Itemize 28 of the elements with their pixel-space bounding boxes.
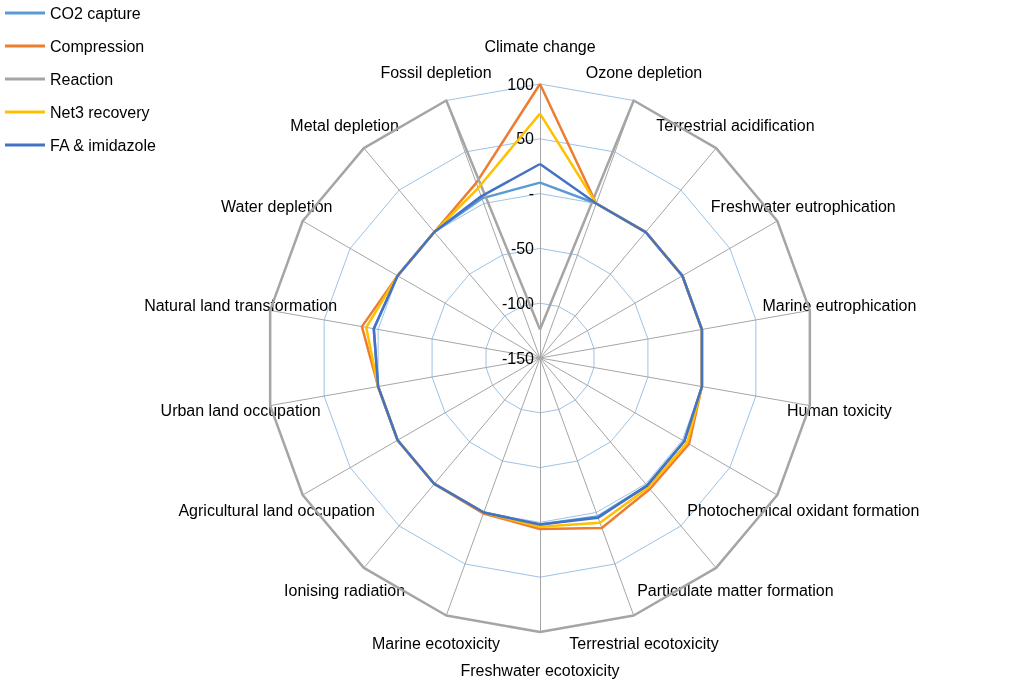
spoke-label: Ozone depletion [585, 63, 703, 81]
spoke-label: Freshwater eutrophication [710, 197, 896, 215]
spoke-label: Metal depletion [290, 116, 399, 134]
legend-label: Reaction [50, 70, 114, 88]
y-tick-label: -100 [501, 294, 535, 312]
legend-label: Net3 recovery [50, 103, 150, 121]
spoke-label: Freshwater ecotoxicity [460, 661, 620, 679]
y-tick-label: -50 [510, 239, 535, 257]
legend-label: CO2 capture [50, 4, 141, 22]
y-tick-label: 100 [507, 75, 535, 93]
y-tick-label: -150 [501, 349, 535, 367]
spoke-label: Natural land transformation [144, 296, 338, 314]
spoke-label: Human toxicity [786, 402, 892, 420]
spoke-label: Climate change [484, 37, 596, 55]
spoke-label: Marine eutrophication [762, 296, 917, 314]
spoke-label: Agricultural land occupation [178, 501, 376, 519]
spoke-label: Fossil depletion [380, 63, 492, 81]
spoke-label: Terrestrial acidification [656, 116, 815, 134]
spoke-label: Particulate matter formation [637, 582, 834, 600]
spoke-label: Marine ecotoxicity [372, 635, 501, 653]
spoke-label: Terrestrial ecotoxicity [569, 635, 719, 653]
spoke-label: Urban land occupation [160, 402, 321, 420]
y-tick-label: - [528, 185, 534, 203]
spoke-label: Photochemical oxidant formation [687, 501, 920, 519]
legend-label: Compression [50, 37, 145, 55]
legend-label: FA & imidazole [50, 136, 156, 154]
spoke-label: Water depletion [220, 197, 333, 215]
spoke-label: Ionising radiation [284, 582, 406, 600]
